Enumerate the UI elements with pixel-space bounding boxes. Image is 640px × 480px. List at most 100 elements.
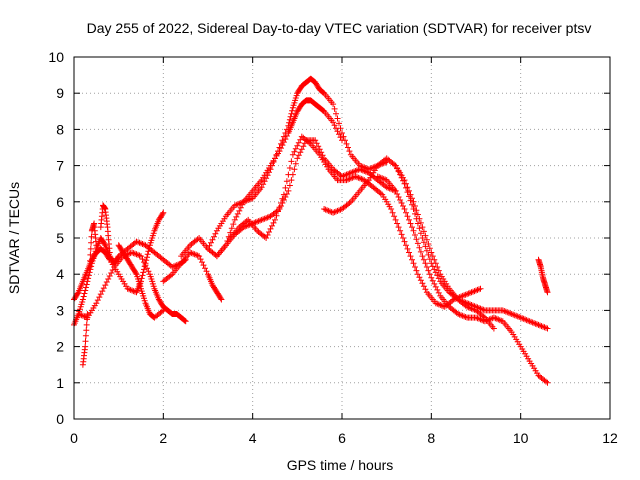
data-point xyxy=(144,251,151,258)
data-point xyxy=(130,288,137,295)
data-point xyxy=(80,293,87,300)
data-point xyxy=(82,287,89,294)
data-point xyxy=(404,213,411,220)
data-point xyxy=(291,148,298,155)
data-point xyxy=(83,327,90,334)
data-point xyxy=(343,140,350,147)
data-point xyxy=(409,256,415,263)
series-track-15 xyxy=(392,162,497,332)
data-point xyxy=(490,325,497,332)
data-point xyxy=(435,267,442,274)
data-point xyxy=(505,309,512,316)
data-point xyxy=(291,166,298,173)
data-point xyxy=(407,191,414,198)
data-point xyxy=(331,105,338,112)
data-points xyxy=(71,75,551,386)
data-point xyxy=(392,187,399,194)
data-point xyxy=(278,140,284,147)
data-point xyxy=(83,281,90,288)
data-point xyxy=(334,115,341,122)
data-point xyxy=(428,249,435,256)
data-point xyxy=(403,242,409,249)
data-point xyxy=(138,275,145,282)
data-point xyxy=(406,249,412,256)
data-point xyxy=(144,254,150,261)
data-point xyxy=(416,244,423,251)
data-point xyxy=(288,158,295,165)
data-point xyxy=(389,209,396,216)
data-point xyxy=(492,315,499,322)
data-point xyxy=(391,213,398,220)
y-tick-label: 2 xyxy=(56,339,64,355)
data-point xyxy=(82,332,89,339)
data-point xyxy=(409,224,415,231)
data-point xyxy=(401,238,408,245)
data-point xyxy=(286,116,293,123)
data-point xyxy=(426,256,433,263)
data-point xyxy=(86,264,93,270)
data-point xyxy=(77,311,83,318)
data-point xyxy=(287,113,294,120)
y-tick-label: 5 xyxy=(56,230,64,246)
data-point xyxy=(346,148,353,155)
data-point xyxy=(275,208,281,215)
data-point xyxy=(88,239,95,246)
data-point xyxy=(410,260,417,267)
data-point xyxy=(401,177,408,184)
data-point xyxy=(282,184,289,191)
data-point xyxy=(420,256,427,263)
data-point xyxy=(429,277,436,284)
data-point xyxy=(340,133,347,140)
data-point xyxy=(145,248,152,255)
data-point xyxy=(532,320,539,327)
data-point xyxy=(413,207,420,214)
data-point xyxy=(395,224,402,231)
data-point xyxy=(273,212,280,219)
data-point xyxy=(266,229,272,235)
data-point xyxy=(479,306,485,313)
data-point xyxy=(279,195,286,202)
data-point xyxy=(410,198,417,205)
data-point xyxy=(288,110,295,117)
data-point xyxy=(286,119,293,126)
data-point xyxy=(81,290,88,297)
series-track-4 xyxy=(79,311,91,368)
data-point xyxy=(417,219,424,226)
data-point xyxy=(345,144,351,151)
data-point xyxy=(79,296,86,303)
data-point xyxy=(82,284,89,291)
data-point xyxy=(87,257,93,264)
data-point xyxy=(270,159,277,165)
series-track-2 xyxy=(71,209,167,303)
data-point xyxy=(88,233,95,240)
data-point xyxy=(339,130,345,136)
data-point xyxy=(406,216,412,223)
data-point xyxy=(160,209,167,216)
data-point xyxy=(285,171,292,178)
y-tick-label: 10 xyxy=(48,49,64,65)
data-point xyxy=(142,262,149,269)
data-point xyxy=(426,245,433,252)
data-point xyxy=(412,203,418,209)
data-point xyxy=(413,267,420,274)
data-point xyxy=(106,249,113,256)
data-point xyxy=(398,231,405,238)
data-point xyxy=(429,253,436,260)
data-point xyxy=(432,260,439,267)
data-point xyxy=(87,251,94,258)
chart-title: Day 255 of 2022, Sidereal Day-to-day VTE… xyxy=(87,20,592,36)
data-point xyxy=(181,317,188,324)
data-point xyxy=(200,262,207,269)
data-point xyxy=(392,216,399,223)
y-tick-label: 7 xyxy=(56,158,64,174)
data-point xyxy=(519,315,526,322)
data-point xyxy=(358,175,365,182)
data-point xyxy=(93,242,100,249)
data-point xyxy=(403,209,409,216)
data-point xyxy=(272,216,278,223)
series-track-6 xyxy=(97,202,113,256)
data-point xyxy=(406,187,412,194)
y-tick-label: 8 xyxy=(56,121,64,137)
data-point xyxy=(420,228,427,235)
